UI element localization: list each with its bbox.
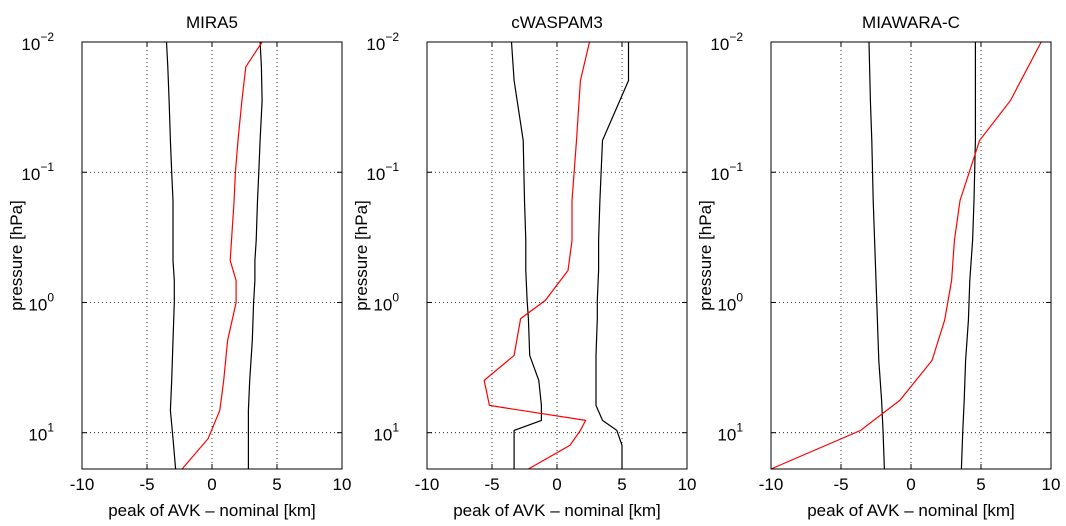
y-tick-base: 10 [717, 426, 736, 445]
y-tick-exponent: −1 [729, 160, 743, 174]
y-tick-exponent: −1 [385, 160, 399, 174]
chart-title: MIRA5 [186, 13, 238, 32]
y-tick-exponent: 0 [392, 290, 399, 304]
x-tick-label: -5 [139, 475, 154, 494]
series-line [960, 42, 976, 470]
y-tick-base: 10 [373, 426, 392, 445]
series-line [247, 41, 263, 469]
y-tick-base: 10 [710, 165, 729, 184]
chart-title: cWASPAM3 [511, 13, 603, 32]
x-tick-label: 5 [617, 475, 626, 494]
y-tick-label: 10−1 [710, 160, 743, 184]
y-tick-label: 101 [373, 421, 399, 445]
x-tick-label: -10 [759, 475, 784, 494]
y-tick-label: 101 [28, 421, 54, 445]
y-tick-base: 10 [710, 35, 729, 54]
y-axis-label: pressure [hPa] [7, 200, 26, 311]
y-tick-exponent: 1 [47, 421, 54, 435]
plot-frame [770, 41, 1052, 470]
y-tick-exponent: −2 [729, 30, 743, 44]
y-tick-exponent: 1 [392, 421, 399, 435]
y-tick-base: 10 [21, 35, 40, 54]
y-tick-label: 10−1 [21, 160, 54, 184]
y-tick-label: 10−2 [366, 30, 399, 54]
y-tick-exponent: −2 [385, 30, 399, 44]
y-tick-label: 100 [373, 290, 399, 314]
x-tick-label: -5 [833, 475, 848, 494]
series-line [595, 42, 630, 469]
y-tick-base: 10 [366, 35, 385, 54]
y-axis-label: pressure [hPa] [696, 200, 715, 311]
y-tick-base: 10 [366, 165, 385, 184]
x-tick-label: 0 [207, 475, 216, 494]
y-tick-exponent: −2 [40, 30, 54, 44]
y-tick-label: 10−2 [21, 30, 54, 54]
x-tick-label: -5 [484, 475, 499, 494]
series-line [770, 41, 1042, 470]
y-tick-label: 101 [717, 421, 743, 445]
y-tick-exponent: 0 [736, 290, 743, 304]
plot-frame [426, 41, 688, 470]
y-tick-label: 100 [28, 290, 54, 314]
y-tick-exponent: 1 [736, 421, 743, 435]
y-tick-label: 10−1 [366, 160, 399, 184]
y-tick-base: 10 [21, 165, 40, 184]
x-tick-label: 0 [552, 475, 561, 494]
series-line [483, 41, 591, 470]
x-tick-label: 10 [1042, 475, 1061, 494]
y-tick-label: 100 [717, 290, 743, 314]
x-tick-label: 0 [906, 475, 915, 494]
y-tick-base: 10 [717, 295, 736, 314]
x-tick-label: 10 [678, 475, 697, 494]
series-line [510, 41, 542, 469]
series-line [868, 41, 885, 470]
x-axis-label: peak of AVK – nominal [km] [108, 501, 316, 520]
x-tick-label: -10 [70, 475, 95, 494]
y-tick-label: 10−2 [710, 30, 743, 54]
y-tick-base: 10 [28, 295, 47, 314]
x-tick-label: 5 [976, 475, 985, 494]
x-tick-label: -10 [415, 475, 440, 494]
chart-title: MIAWARA-C [862, 13, 960, 32]
y-tick-exponent: 0 [47, 290, 54, 304]
y-axis-label: pressure [hPa] [352, 200, 371, 311]
x-axis-label: peak of AVK – nominal [km] [807, 501, 1015, 520]
series-line [181, 41, 263, 470]
y-tick-exponent: −1 [40, 160, 54, 174]
x-tick-label: 5 [272, 475, 281, 494]
x-tick-label: 10 [333, 475, 352, 494]
series-line [165, 41, 177, 470]
x-axis-label: peak of AVK – nominal [km] [453, 501, 661, 520]
y-tick-base: 10 [28, 426, 47, 445]
y-tick-base: 10 [373, 295, 392, 314]
plot-frame [81, 41, 343, 470]
